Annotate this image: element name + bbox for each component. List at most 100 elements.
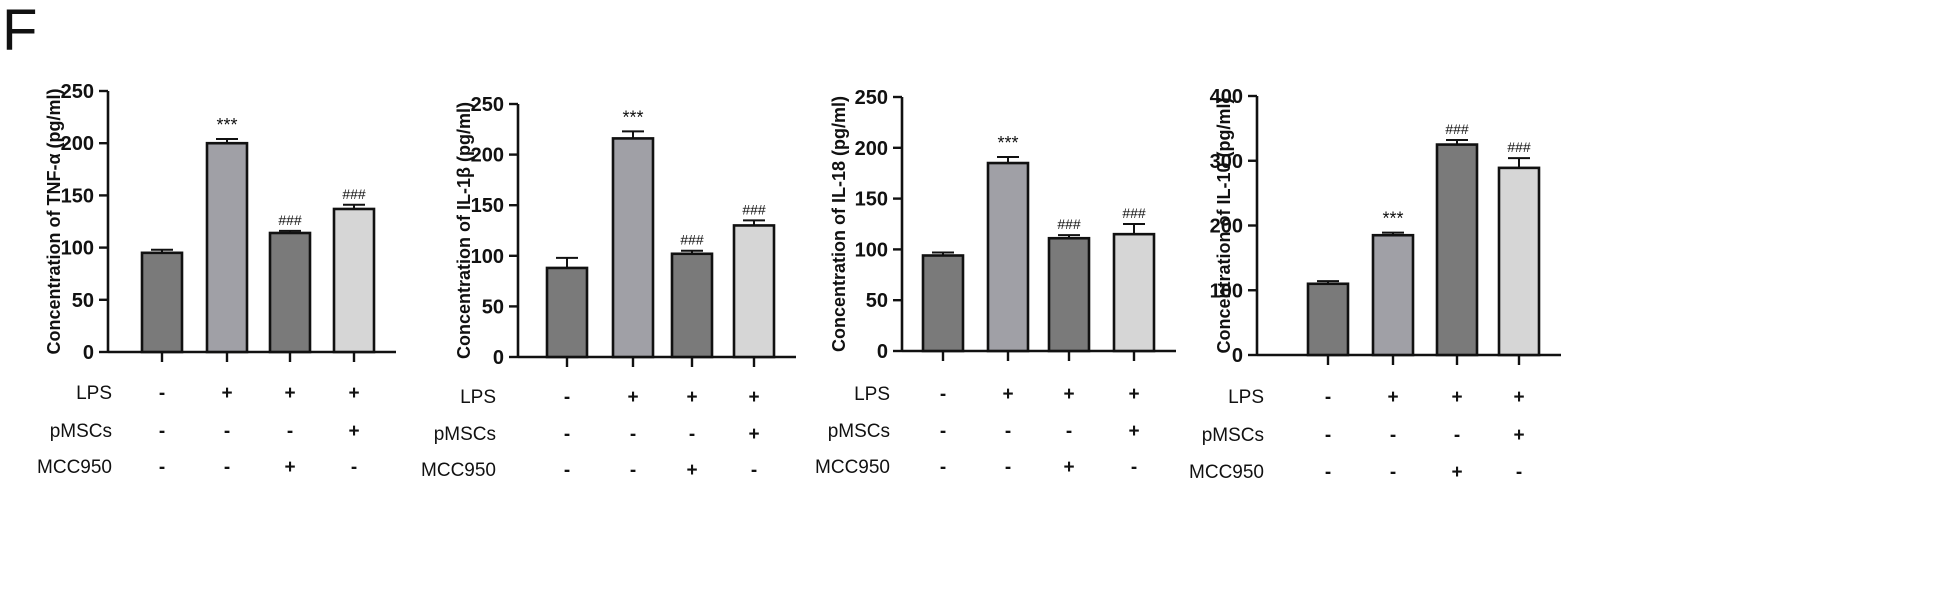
bar — [1435, 143, 1479, 357]
bar — [732, 224, 776, 359]
condition-sign: - — [1325, 462, 1331, 483]
condition-sign: - — [1066, 421, 1072, 442]
condition-sign: + — [1063, 384, 1074, 405]
condition-sign: - — [287, 421, 293, 442]
y-tick-label: 150 — [471, 195, 504, 217]
significance-label: ### — [342, 186, 366, 202]
y-tick-label: 50 — [482, 296, 504, 318]
y-tick-label: 300 — [1210, 151, 1243, 173]
condition-sign: - — [1005, 457, 1011, 478]
significance-label: *** — [622, 107, 643, 127]
condition-label-lps: LPS — [854, 384, 890, 405]
condition-label-mcc950: MCC950 — [815, 457, 890, 478]
bar — [921, 254, 965, 353]
y-tick-label: 0 — [83, 342, 94, 364]
condition-sign: - — [1325, 425, 1331, 446]
y-tick-label: 200 — [1210, 216, 1243, 238]
condition-sign: + — [1451, 462, 1462, 483]
y-tick-label: 400 — [1210, 86, 1243, 108]
significance-label: ### — [278, 212, 302, 228]
condition-sign: + — [627, 387, 638, 408]
condition-label-pmscs: pMSCs — [434, 424, 496, 445]
bar — [1112, 232, 1156, 353]
significance-label: *** — [216, 115, 237, 135]
condition-sign: + — [284, 457, 295, 478]
bar — [332, 207, 376, 354]
panel-label: F — [2, 0, 38, 63]
significance-label: ### — [742, 201, 766, 217]
y-axis-title: Concentration of IL-10 (pg/ml) — [1214, 98, 1234, 354]
y-tick-label: 200 — [855, 138, 888, 160]
y-tick-label: 0 — [1232, 345, 1243, 367]
y-tick-label: 50 — [72, 290, 94, 312]
bar — [268, 231, 312, 354]
condition-sign: - — [564, 387, 570, 408]
condition-sign: - — [1131, 457, 1137, 478]
condition-sign: + — [1387, 387, 1398, 408]
condition-sign: + — [748, 387, 759, 408]
bar — [986, 161, 1030, 353]
condition-label-lps: LPS — [1228, 387, 1264, 408]
bar — [205, 141, 249, 354]
condition-sign: + — [1451, 387, 1462, 408]
condition-sign: - — [224, 457, 230, 478]
y-tick-label: 250 — [855, 87, 888, 109]
condition-sign: - — [1390, 425, 1396, 446]
condition-sign: - — [159, 421, 165, 442]
y-tick-label: 150 — [61, 185, 94, 207]
condition-sign: + — [748, 424, 759, 445]
condition-sign: - — [1390, 462, 1396, 483]
bar — [670, 252, 714, 359]
condition-label-pmscs: pMSCs — [50, 421, 112, 442]
condition-sign: - — [630, 460, 636, 481]
significance-label: ### — [1445, 121, 1469, 137]
bar — [545, 266, 589, 359]
y-tick-label: 150 — [855, 189, 888, 211]
condition-sign: + — [1128, 421, 1139, 442]
y-tick-label: 0 — [877, 341, 888, 363]
condition-sign: - — [351, 457, 357, 478]
condition-label-mcc950: MCC950 — [421, 460, 496, 481]
condition-label-pmscs: pMSCs — [828, 421, 890, 442]
significance-label: ### — [680, 232, 704, 248]
condition-sign: - — [940, 457, 946, 478]
condition-sign: + — [1513, 387, 1524, 408]
condition-sign: + — [1128, 384, 1139, 405]
bar — [611, 137, 655, 359]
y-axis-title: Concentration of IL-1β (pg/ml) — [454, 102, 474, 359]
y-axis-title: Concentration of TNF-α (pg/ml) — [44, 88, 64, 354]
y-tick-label: 0 — [493, 347, 504, 369]
condition-sign: - — [224, 421, 230, 442]
condition-sign: + — [1063, 457, 1074, 478]
significance-label: ### — [1057, 216, 1081, 232]
condition-sign: - — [751, 460, 757, 481]
bar — [1497, 166, 1541, 357]
condition-sign: + — [284, 383, 295, 404]
condition-sign: - — [564, 424, 570, 445]
y-tick-label: 200 — [61, 133, 94, 155]
y-tick-label: 50 — [866, 290, 888, 312]
condition-sign: + — [348, 421, 359, 442]
condition-sign: - — [630, 424, 636, 445]
condition-sign: - — [1454, 425, 1460, 446]
significance-label: *** — [997, 133, 1018, 153]
bar — [1371, 233, 1415, 357]
condition-sign: + — [686, 387, 697, 408]
y-tick-label: 100 — [61, 238, 94, 260]
condition-sign: - — [1005, 421, 1011, 442]
condition-sign: - — [1325, 387, 1331, 408]
y-tick-label: 100 — [855, 239, 888, 261]
chart-3: 0 50 100 150 200 250 Concentration of IL-18 (p… — [815, 87, 1176, 478]
y-tick-label: 200 — [471, 145, 504, 167]
condition-sign: + — [1002, 384, 1013, 405]
condition-label-mcc950: MCC950 — [1189, 462, 1264, 483]
condition-label-mcc950: MCC950 — [37, 457, 112, 478]
y-tick-label: 100 — [471, 246, 504, 268]
condition-sign: - — [159, 383, 165, 404]
condition-sign: - — [159, 457, 165, 478]
bar — [1047, 236, 1091, 353]
